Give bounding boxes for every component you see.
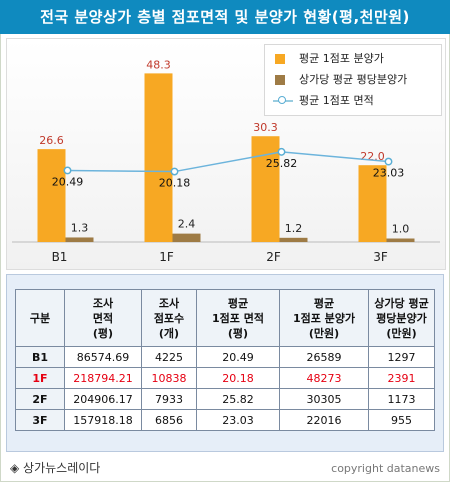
line-data-label: 25.82: [266, 157, 298, 170]
table-header: 조사 면적 (평): [64, 289, 142, 347]
table-cell: 10838: [141, 367, 197, 389]
data-label: 1.2: [285, 222, 303, 235]
table-cell: 3F: [15, 409, 65, 431]
chart-title: 전국 분양상가 층별 점포면적 및 분양가 현황(평,천만원): [40, 8, 410, 26]
data-label: 2.4: [178, 218, 196, 231]
bar-avg-store-price: [358, 165, 387, 242]
data-label: 1.3: [71, 221, 89, 234]
table-cell: 20.18: [196, 367, 280, 389]
data-label: 26.6: [39, 134, 64, 147]
table-cell: 1297: [368, 346, 435, 368]
table-row: 3F 157918.18 6856 23.03 22016 955: [15, 409, 435, 431]
data-label: 48.3: [146, 58, 171, 71]
table-header: 평균 1점포 분양가 (만원): [279, 289, 369, 347]
legend-swatch-orange: [275, 54, 285, 64]
table-row: B1 86574.69 4225 20.49 26589 1297: [15, 346, 435, 368]
table-cell: 48273: [279, 367, 369, 389]
table-cell: 218794.21: [64, 367, 142, 389]
table-header: 구분: [15, 289, 65, 347]
legend-swatch-brown: [275, 75, 285, 85]
line-point: [277, 147, 286, 156]
table-cell: 20.49: [196, 346, 280, 368]
source-label: ◈ 상가뉴스레이다: [10, 461, 101, 475]
line-point: [63, 166, 72, 175]
legend-label: 상가당 평균 평당분양가: [299, 73, 408, 86]
bar-unit-price: [386, 238, 415, 242]
title-bar: 전국 분양상가 층별 점포면적 및 분양가 현황(평,천만원): [0, 0, 450, 34]
table-cell: 23.03: [196, 409, 280, 431]
copyright-label: copyright datanews: [331, 462, 440, 475]
data-label: 30.3: [253, 121, 278, 134]
bar-avg-store-price: [144, 73, 173, 242]
line-avg-store-area: [67, 151, 389, 173]
legend-label: 평균 1점포 면적: [299, 94, 374, 107]
table-row: 1F 218794.21 10838 20.18 48273 2391: [15, 367, 435, 389]
line-point: [170, 167, 179, 176]
line-point: [384, 157, 393, 166]
data-label: 1.0: [392, 223, 410, 236]
bar-unit-price: [65, 237, 94, 242]
line-data-label: 20.49: [52, 175, 84, 188]
table-cell: 2F: [15, 388, 65, 410]
table-cell: 1F: [15, 367, 65, 389]
table-cell: 30305: [279, 388, 369, 410]
bar-avg-store-price: [251, 136, 280, 242]
table-cell: 157918.18: [64, 409, 142, 431]
table-cell: 22016: [279, 409, 369, 431]
table-cell: 25.82: [196, 388, 280, 410]
x-tick-label: 3F: [373, 250, 388, 264]
line-data-label: 23.03: [373, 167, 405, 180]
table-cell: 2391: [368, 367, 435, 389]
table-cell: 4225: [141, 346, 197, 368]
table-header-row: 구분 조사 면적 (평) 조사 점포수 (개) 평균 1점포 면적 (평) 평균 1점포 분양…: [15, 289, 435, 347]
table-cell: 86574.69: [64, 346, 142, 368]
bar-unit-price: [279, 237, 308, 242]
x-tick-label: B1: [52, 250, 68, 264]
x-tick-label: 2F: [266, 250, 281, 264]
chart-area: 26.6 1.3 B1 48.3 2.4 1F 30.3 1.2 2F 22.0 1.0 3F 20.4…: [6, 38, 446, 270]
line-data-label: 20.18: [159, 177, 191, 190]
table-cell: 7933: [141, 388, 197, 410]
chart-plot: 26.61.3B148.32.41F30.31.22F22.01.03F20.4…: [12, 58, 440, 264]
data-table: 구분 조사 면적 (평) 조사 점포수 (개) 평균 1점포 면적 (평) 평균 1점포 분양…: [15, 289, 435, 431]
table-cell: 1173: [368, 388, 435, 410]
data-table-panel: 구분 조사 면적 (평) 조사 점포수 (개) 평균 1점포 면적 (평) 평균 1점포 분양…: [6, 274, 444, 452]
legend-label: 평균 1점포 분양가: [299, 52, 384, 65]
table-row: 2F 204906.17 7933 25.82 30305 1173: [15, 388, 435, 410]
table-cell: 204906.17: [64, 388, 142, 410]
x-tick-label: 1F: [159, 250, 174, 264]
legend-marker: [278, 96, 286, 104]
table-header: 평균 1점포 면적 (평): [196, 289, 280, 347]
table-header: 조사 점포수 (개): [141, 289, 197, 347]
table-cell: 6856: [141, 409, 197, 431]
table-cell: 955: [368, 409, 435, 431]
table-header: 상가당 평균 평당분양가 (만원): [368, 289, 435, 347]
chart-legend: 평균 1점포 분양가 상가당 평균 평당분양가 평균 1점포 면적: [264, 44, 442, 116]
bar-unit-price: [172, 233, 201, 242]
bar-avg-store-price: [37, 149, 66, 242]
table-cell: B1: [15, 346, 65, 368]
table-cell: 26589: [279, 346, 369, 368]
